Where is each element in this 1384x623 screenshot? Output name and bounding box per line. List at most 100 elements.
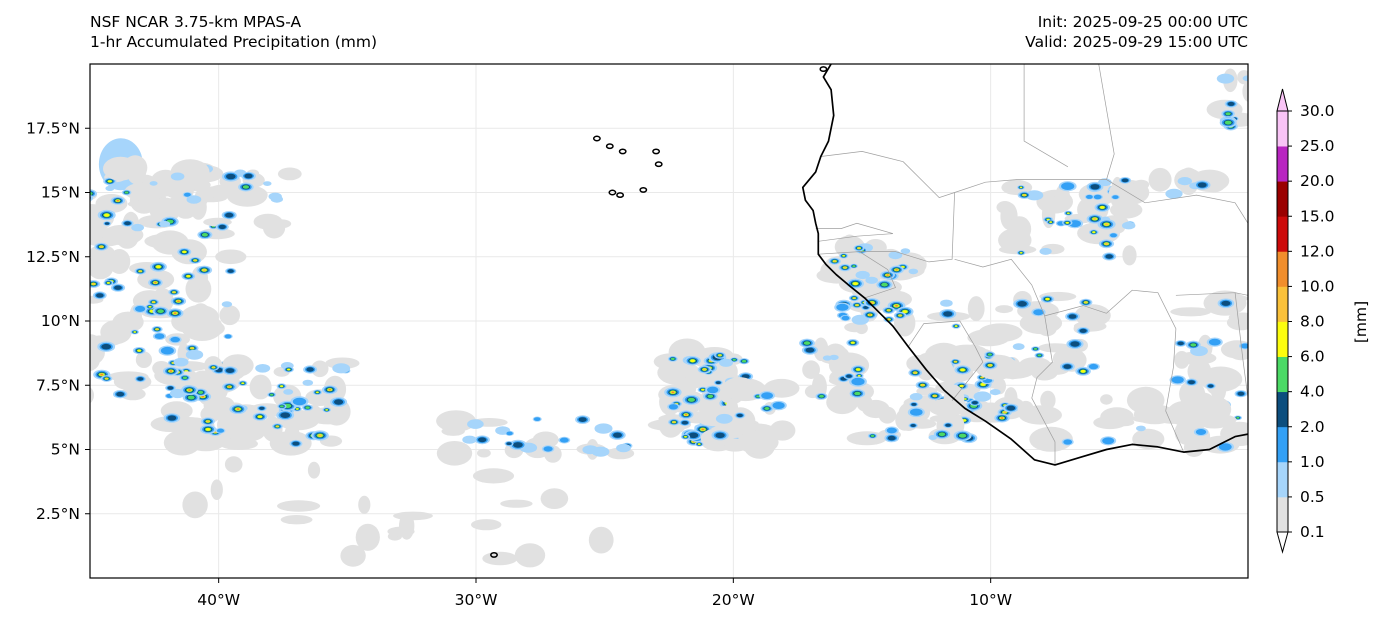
precip-cell bbox=[1017, 301, 1027, 307]
precip-cell bbox=[1025, 190, 1044, 201]
precip-cell bbox=[131, 223, 145, 232]
precip-cell bbox=[1102, 437, 1115, 445]
precip-cell bbox=[737, 430, 779, 455]
precip-cell bbox=[843, 266, 847, 269]
precip-cell bbox=[732, 358, 736, 361]
precip-cell bbox=[958, 433, 967, 438]
precip-cell bbox=[81, 172, 84, 174]
precip-cell bbox=[103, 156, 138, 181]
island-outline bbox=[592, 135, 601, 142]
precip-cell bbox=[114, 285, 122, 290]
precip-cell bbox=[718, 354, 722, 356]
colorbar-tick-label: 8.0 bbox=[1300, 313, 1325, 331]
precip-cell bbox=[863, 306, 869, 309]
precip-cell bbox=[1033, 309, 1044, 316]
precip-cell bbox=[707, 386, 719, 394]
precip-cell bbox=[855, 322, 868, 335]
precip-cell bbox=[980, 376, 984, 379]
precip-cell bbox=[1133, 179, 1150, 190]
colorbar-over-arrow bbox=[1276, 88, 1289, 112]
precip-cell bbox=[137, 377, 144, 381]
precip-cell bbox=[1236, 416, 1240, 419]
precip-cell bbox=[1033, 347, 1038, 350]
precip-cell bbox=[1190, 343, 1197, 347]
precip-cell bbox=[684, 414, 688, 416]
colorbar-bin bbox=[1277, 496, 1288, 533]
precip-cell bbox=[149, 181, 158, 186]
precip-cell bbox=[701, 428, 705, 431]
precip-cell bbox=[236, 408, 240, 410]
precip-cell bbox=[205, 428, 211, 431]
precip-cell bbox=[1199, 366, 1243, 392]
precip-cell bbox=[719, 358, 733, 367]
precip-cell bbox=[462, 435, 477, 444]
precip-cell bbox=[697, 443, 701, 445]
precip-cell bbox=[852, 265, 856, 268]
precip-cell bbox=[96, 293, 104, 298]
precip-cell bbox=[1093, 194, 1102, 200]
precip-cell bbox=[543, 446, 553, 452]
precip-cell bbox=[224, 334, 232, 339]
precip-cell bbox=[1221, 300, 1231, 306]
precip-cell bbox=[967, 329, 1010, 347]
precip-cell bbox=[960, 368, 965, 372]
precip-cell bbox=[80, 231, 84, 233]
precip-cell bbox=[358, 495, 371, 514]
precip-cell bbox=[865, 276, 878, 284]
country-border bbox=[818, 151, 955, 263]
precip-cell bbox=[1001, 179, 1033, 196]
precip-cell bbox=[1195, 429, 1207, 435]
country-border bbox=[954, 64, 1115, 193]
precip-cell bbox=[1104, 223, 1109, 226]
precip-cell bbox=[216, 428, 225, 433]
lat-tick-label: 10°N bbox=[41, 312, 80, 330]
precip-cell bbox=[895, 305, 898, 307]
precip-cell bbox=[302, 379, 314, 386]
precip-cell bbox=[135, 305, 146, 312]
precip-cell bbox=[73, 294, 83, 300]
precip-cell bbox=[169, 370, 173, 372]
lon-tick-label: 10°W bbox=[969, 591, 1012, 609]
precip-cell bbox=[90, 278, 91, 283]
precip-cell bbox=[900, 248, 911, 254]
precip-cell bbox=[857, 375, 861, 377]
precip-cell bbox=[74, 227, 85, 233]
colorbar-tick-label: 30.0 bbox=[1300, 102, 1335, 120]
precip-cell bbox=[280, 515, 313, 525]
precip-cell bbox=[224, 456, 243, 473]
precip-cell bbox=[137, 349, 142, 352]
precip-cell bbox=[228, 386, 231, 388]
precip-cell bbox=[227, 269, 234, 273]
precip-cell bbox=[106, 282, 110, 284]
precip-cell bbox=[167, 386, 174, 390]
country-border bbox=[1023, 64, 1069, 168]
precip-cell bbox=[471, 519, 502, 531]
country-border bbox=[1234, 292, 1248, 399]
precip-cell bbox=[954, 325, 958, 327]
precip-cell bbox=[120, 387, 146, 401]
coastlines bbox=[490, 64, 1248, 558]
precip-cell bbox=[212, 366, 215, 369]
precip-cell bbox=[155, 328, 159, 330]
precip-cell bbox=[1100, 394, 1113, 405]
precip-cell bbox=[280, 405, 284, 408]
precip-cell bbox=[79, 293, 82, 295]
precip-cell bbox=[672, 421, 676, 423]
precip-cell bbox=[1216, 73, 1235, 84]
lat-tick-label: 12.5°N bbox=[26, 248, 80, 266]
precip-cell bbox=[99, 245, 103, 248]
precip-cell bbox=[1090, 184, 1100, 190]
precip-cell bbox=[340, 544, 366, 567]
island-outline bbox=[616, 192, 625, 199]
precip-cell bbox=[938, 432, 946, 437]
precip-cell bbox=[911, 403, 917, 406]
colorbar-tick-label: 10.0 bbox=[1300, 277, 1335, 295]
country-border bbox=[908, 320, 984, 401]
colorbar-bin bbox=[1277, 286, 1288, 322]
precip-cell bbox=[989, 389, 1001, 396]
precip-cell bbox=[1065, 221, 1069, 224]
precip-cell bbox=[92, 283, 95, 285]
precip-cell bbox=[954, 361, 957, 363]
precip-cell bbox=[658, 413, 683, 438]
precip-cell bbox=[1197, 182, 1207, 188]
